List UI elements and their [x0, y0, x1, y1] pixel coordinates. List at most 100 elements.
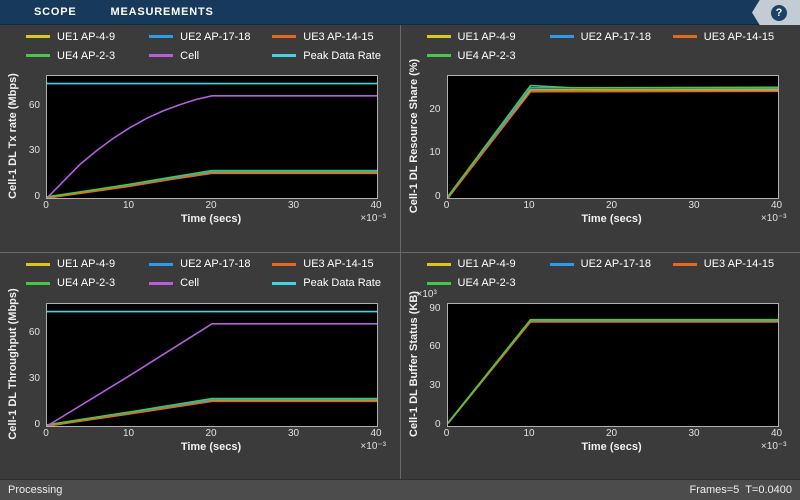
legend-item[interactable]: Peak Data Rate — [272, 274, 395, 293]
y-tick-label: 0 — [34, 191, 40, 202]
legend-item[interactable]: Cell — [149, 46, 272, 65]
tab-measurements[interactable]: MEASUREMENTS — [110, 5, 214, 18]
legend-item[interactable]: UE3 AP-14-15 — [272, 27, 395, 46]
legend-label: UE2 AP-17-18 — [180, 30, 251, 43]
legend-item[interactable]: UE4 AP-2-3 — [26, 274, 149, 293]
legend-item[interactable]: Peak Data Rate — [272, 46, 395, 65]
x-tick-label: 20 — [605, 427, 618, 439]
tab-scope[interactable]: SCOPE — [34, 5, 77, 18]
x-axis-label: Time (secs) — [581, 213, 642, 225]
x-tick-label: 30 — [287, 200, 300, 211]
legend-line-swatch — [26, 281, 50, 285]
legend-item[interactable]: UE2 AP-17-18 — [149, 255, 272, 274]
series-line — [447, 86, 778, 198]
legend-item[interactable]: UE1 AP-4-9 — [426, 255, 550, 274]
panel-dl-resource-share: UE1 AP-4-9 UE2 AP-17-18 UE3 AP-14-15 UE4 AP… — [400, 25, 800, 252]
help-button[interactable]: ? — [752, 0, 800, 25]
x-axis-multiplier: ×10⁻³ — [760, 440, 787, 452]
legend-label: UE3 AP-14-15 — [303, 258, 374, 270]
x-tick-label: 40 — [770, 200, 783, 211]
legend-item[interactable]: UE2 AP-17-18 — [149, 27, 272, 46]
y-axis-ticks: 0 30 60 — [18, 303, 42, 430]
legend: UE1 AP-4-9 UE2 AP-17-18 UE3 AP-14-15 UE4 AP… — [426, 27, 797, 65]
legend-label: UE1 AP-4-9 — [57, 30, 116, 43]
series-line — [47, 399, 377, 426]
series-line — [47, 400, 377, 426]
x-tick-label: 30 — [688, 200, 700, 211]
x-tick-label: 40 — [370, 427, 382, 439]
y-tick-label: 0 — [434, 191, 441, 202]
legend-item[interactable]: UE1 AP-4-9 — [26, 27, 149, 46]
x-tick-label: 0 — [443, 427, 450, 439]
legend-line-swatch — [272, 35, 297, 38]
series-line — [447, 90, 778, 198]
legend-line-swatch — [549, 35, 574, 38]
plot-area: ×10³ Cell-1 DL Buffer Status (KB) 0 30 60 9… — [408, 289, 787, 453]
status-bar: Processing Frames=5 T=0.0400 — [0, 479, 800, 500]
panel-dl-throughput: UE1 AP-4-9 UE2 AP-17-18 UE3 AP-14-15 UE4 AP… — [0, 252, 400, 479]
legend-label: UE3 AP-14-15 — [703, 258, 775, 270]
frame-time-info: Frames=5 T=0.0400 — [689, 484, 792, 496]
y-tick-label: 60 — [429, 341, 441, 353]
legend-line-swatch — [272, 281, 297, 285]
legend-line-swatch — [272, 262, 297, 266]
legend-line-swatch — [26, 262, 50, 266]
legend-item[interactable]: UE3 AP-14-15 — [672, 255, 796, 274]
series-line — [47, 94, 377, 198]
x-tick-label: 40 — [770, 427, 783, 439]
y-tick-label: 30 — [28, 145, 40, 157]
y-tick-label: 30 — [429, 379, 441, 391]
plot-grid: UE1 AP-4-9 UE2 AP-17-18 UE3 AP-14-15 UE4 AP… — [0, 25, 800, 479]
x-axis-ticks: 0 10 20 30 40 — [43, 427, 381, 440]
panel-dl-tx-rate: UE1 AP-4-9 UE2 AP-17-18 UE3 AP-14-15 UE4 AP… — [0, 25, 400, 252]
legend-label: UE4 AP-2-3 — [57, 277, 116, 289]
x-tick-label: 0 — [43, 427, 49, 439]
y-tick-label: 60 — [28, 327, 40, 338]
legend-item[interactable]: UE2 AP-17-18 — [549, 255, 673, 274]
plot-canvas[interactable] — [46, 75, 378, 199]
plot-canvas[interactable] — [446, 75, 779, 199]
legend-label: UE1 AP-4-9 — [57, 258, 116, 270]
legend-label: UE4 AP-2-3 — [457, 49, 516, 62]
panel-dl-buffer-status: UE1 AP-4-9 UE2 AP-17-18 UE3 AP-14-15 UE4 AP… — [400, 252, 800, 479]
legend-item[interactable]: UE4 AP-2-3 — [26, 46, 149, 65]
legend-item[interactable]: UE1 AP-4-9 — [426, 27, 550, 46]
legend-item[interactable]: UE4 AP-2-3 — [426, 46, 550, 65]
x-axis-label: Time (secs) — [180, 440, 242, 453]
legend-item[interactable]: UE3 AP-14-15 — [672, 27, 796, 46]
legend-label: UE3 AP-14-15 — [303, 30, 374, 43]
legend-label: Cell — [180, 277, 200, 289]
x-tick-label: 40 — [370, 200, 382, 211]
y-tick-label: 90 — [429, 302, 441, 314]
legend-line-swatch — [426, 35, 451, 38]
x-axis-ticks: 0 10 20 30 40 — [443, 427, 782, 440]
legend-line-swatch — [549, 262, 574, 266]
legend-label: UE4 AP-2-3 — [457, 277, 516, 289]
series-line — [47, 170, 377, 198]
question-mark-icon: ? — [771, 4, 787, 21]
legend-item[interactable]: Cell — [149, 274, 272, 293]
legend-label: UE2 AP-17-18 — [580, 258, 651, 270]
series-line — [47, 172, 377, 198]
legend-line-swatch — [149, 281, 174, 285]
legend-line-swatch — [149, 35, 174, 38]
x-axis-label: Time (secs) — [180, 213, 242, 225]
plot-canvas[interactable] — [446, 302, 779, 427]
y-tick-label: 60 — [28, 99, 40, 111]
y-axis-ticks: 0 30 60 — [18, 75, 42, 203]
legend-line-swatch — [672, 35, 697, 38]
legend-item[interactable]: UE3 AP-14-15 — [272, 255, 395, 274]
x-axis-multiplier: ×10⁻³ — [360, 213, 386, 224]
status-text: Processing — [8, 484, 63, 496]
legend-label: Peak Data Rate — [303, 277, 381, 289]
legend-label: UE2 AP-17-18 — [180, 258, 251, 270]
legend-item[interactable]: UE4 AP-2-3 — [426, 274, 550, 293]
legend: UE1 AP-4-9 UE2 AP-17-18 UE3 AP-14-15 UE4 AP… — [26, 255, 396, 293]
legend-item[interactable]: UE2 AP-17-18 — [549, 27, 673, 46]
legend-line-swatch — [426, 262, 451, 266]
legend-line-swatch — [149, 54, 174, 57]
y-tick-label: 0 — [434, 418, 441, 430]
plot-canvas[interactable] — [46, 302, 378, 427]
legend-item[interactable]: UE1 AP-4-9 — [26, 255, 149, 274]
plot-area: Cell-1 DL Throughput (Mbps) 0 30 60 0 10 20 3… — [7, 288, 386, 453]
